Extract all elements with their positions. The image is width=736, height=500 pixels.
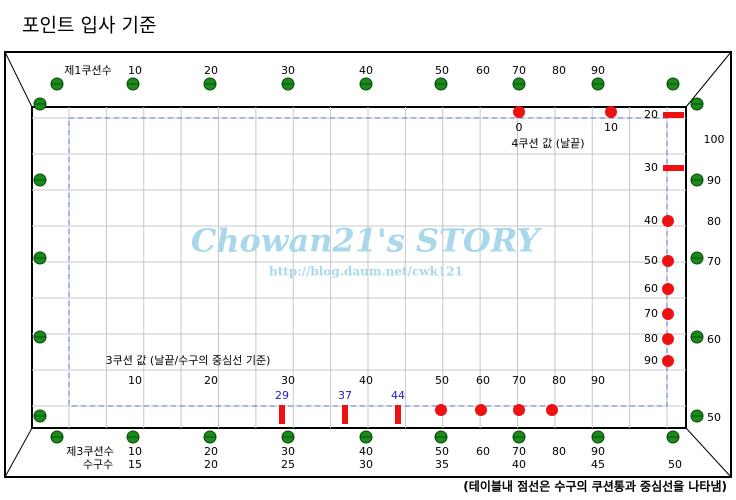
cue-value: 45 [591,458,605,471]
title: 포인트 입사 기준 [22,15,156,37]
bottom-rail-value: 40 [359,445,373,458]
corner [685,427,732,478]
fourth-cushion-value: 10 [604,121,618,134]
cue-label: 수구수 [83,458,113,471]
cue-center-value: 37 [338,389,352,402]
bottom-rail-value: 90 [591,445,605,458]
cue-value: 50 [668,458,682,471]
cue-value: 30 [359,458,373,471]
bottom-rail-value: 80 [552,445,566,458]
red-bar [663,165,684,171]
third-cushion-value: 40 [359,374,373,387]
top-rail-value: 90 [591,64,605,77]
red-dot [662,283,674,295]
third-cushion-value: 90 [591,374,605,387]
table [4,51,732,478]
cue-value: 25 [281,458,295,471]
fourth-cushion-label: 4쿠션 값 (날끝) [511,137,584,150]
top-rail-label: 제1쿠션수 [64,64,111,77]
bottom-rail-value: 50 [435,445,449,458]
cue-value: 20 [204,458,218,471]
red-dot [435,404,447,416]
third-cushion-value: 50 [435,374,449,387]
top-rail-value: 50 [435,64,449,77]
top-rail-value: 60 [476,64,490,77]
bottom-rail-value: 30 [281,445,295,458]
right-rail-value: 60 [707,333,721,346]
red-dot [546,404,558,416]
right-rail-value: 90 [707,174,721,187]
red-dot [513,106,525,118]
right-rail-value: 70 [707,255,721,268]
bottom-rail-value: 70 [512,445,526,458]
right-inner-value: 40 [644,214,658,227]
red-dot [662,255,674,267]
third-cushion-label: 3쿠션 값 (날끝/수구의 중심선 기준) [106,354,271,367]
bottom-rail-value: 10 [128,445,142,458]
cushion-line [31,106,687,429]
cue-value: 15 [128,458,142,471]
red-dot [605,106,617,118]
top-rail-value: 30 [281,64,295,77]
red-dot [475,404,487,416]
cue-value: 40 [512,458,526,471]
right-inner-value: 20 [644,108,658,121]
top-rail-value: 70 [512,64,526,77]
red-bar [279,405,285,424]
red-dot [513,404,525,416]
right-rail-value: 50 [707,411,721,424]
right-rail-value: 100 [704,133,725,146]
corner [685,51,732,108]
top-rail-value: 40 [359,64,373,77]
third-cushion-value: 60 [476,374,490,387]
right-inner-value: 30 [644,161,658,174]
third-cushion-value: 70 [512,374,526,387]
footnote: (테이블내 점선은 수구의 쿠션통과 중심선을 나타냄) [463,479,727,494]
top-rail-value: 20 [204,64,218,77]
table-frame [4,51,732,478]
third-cushion-value: 10 [128,374,142,387]
cue-center-value: 29 [275,389,289,402]
bottom-rail-value: 20 [204,445,218,458]
third-cushion-value: 80 [552,374,566,387]
bottom-rail-value: 60 [476,445,490,458]
top-rail-value: 10 [128,64,142,77]
corner [4,427,33,478]
red-dot [662,215,674,227]
top-rail-value: 80 [552,64,566,77]
third-cushion-value: 20 [204,374,218,387]
cue-value: 35 [435,458,449,471]
fourth-cushion-value: 0 [516,121,523,134]
red-dot [662,355,674,367]
red-bar [663,112,684,118]
watermark-url: http://blog.daum.net/cwk121 [269,265,463,279]
right-rail-value: 80 [707,215,721,228]
red-bar [395,405,401,424]
red-dot [662,333,674,345]
corner [4,51,33,108]
right-inner-value: 50 [644,254,658,267]
cue-center-value: 44 [391,389,405,402]
third-cushion-value: 30 [281,374,295,387]
red-bar [342,405,348,424]
right-inner-value: 80 [644,332,658,345]
right-inner-value: 90 [644,354,658,367]
bottom-rail-label: 제3쿠션수 [66,445,113,458]
red-dot [662,308,674,320]
right-inner-value: 60 [644,282,658,295]
right-inner-value: 70 [644,307,658,320]
watermark-title: Chowan21's STORY [191,222,543,260]
